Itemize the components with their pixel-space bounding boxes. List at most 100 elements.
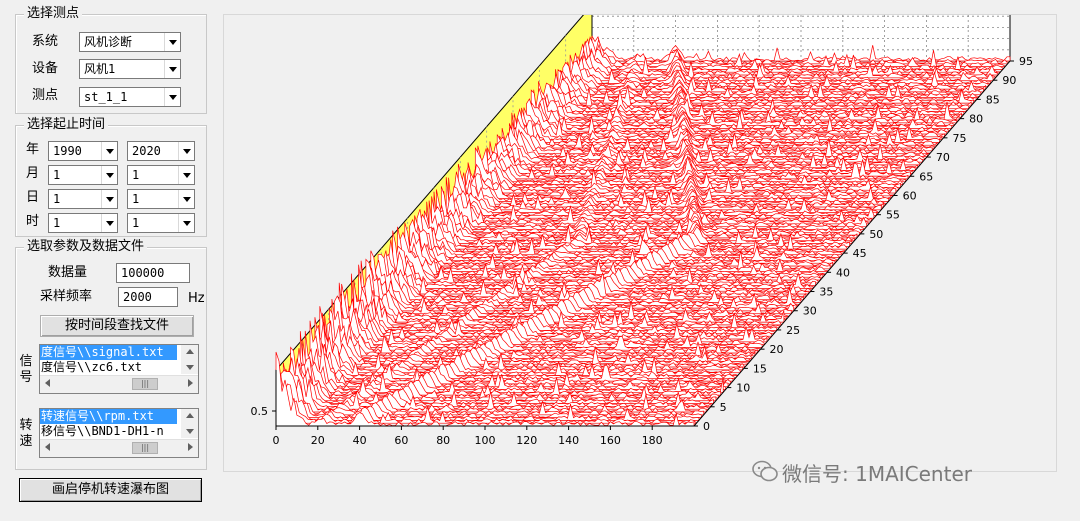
- speed-file-list[interactable]: 转速信号\\rpm.txt 移信号\\BND1-DH1-n |||: [39, 408, 199, 458]
- waterfall-trace: [423, 210, 843, 256]
- waterfall-trace: [358, 264, 777, 332]
- waterfall-trace: [474, 147, 894, 197]
- hour-from-combobox[interactable]: 1: [48, 213, 118, 233]
- year-label: 年: [26, 142, 40, 157]
- month-from-combobox[interactable]: 1: [48, 165, 118, 185]
- day-to-combobox[interactable]: 1: [127, 189, 195, 209]
- params-title: 选取参数及数据文件: [24, 239, 148, 255]
- vertical-scrollbar[interactable]: [181, 345, 198, 374]
- year-from-combobox[interactable]: 1990: [48, 141, 118, 161]
- horizontal-scrollbar[interactable]: |||: [40, 375, 198, 393]
- waterfall-trace: [487, 147, 906, 183]
- chevron-down-icon[interactable]: [101, 190, 117, 208]
- waterfall-trace: [368, 267, 787, 320]
- chevron-down-icon[interactable]: [164, 60, 180, 78]
- device-label: 设备: [32, 61, 59, 76]
- list-item[interactable]: 度信号\\zc6.txt: [41, 360, 143, 374]
- chevron-down-icon[interactable]: [178, 214, 194, 232]
- waterfall-trace: [453, 171, 872, 222]
- select-point-group: 选择测点 系统 风机诊断 设备 风机1 测点 st_1_1: [15, 6, 207, 114]
- scroll-up-icon[interactable]: [186, 413, 194, 418]
- scrollbar-thumb[interactable]: |||: [132, 378, 158, 390]
- params-group: 选取参数及数据文件 数据量 100000 采样频率 2000 Hz 按时间段查找…: [15, 239, 207, 470]
- waterfall-trace: [387, 239, 807, 298]
- y-tick-label: 35: [819, 286, 833, 299]
- waterfall-trace: [540, 92, 960, 121]
- waterfall-trace: [377, 253, 797, 309]
- waterfall-trace: [562, 61, 982, 96]
- watermark: 微信号: 1MAICenter: [752, 458, 972, 487]
- chevron-down-icon[interactable]: [101, 142, 117, 160]
- sample-rate-unit: Hz: [188, 291, 205, 306]
- scroll-down-icon[interactable]: [186, 429, 194, 434]
- sample-rate-input[interactable]: 2000: [118, 287, 178, 307]
- chevron-down-icon[interactable]: [178, 190, 194, 208]
- scroll-left-icon[interactable]: [45, 443, 50, 451]
- signal-label: 信号: [19, 354, 33, 385]
- chevron-down-icon[interactable]: [178, 166, 194, 184]
- waterfall-trace: [445, 177, 865, 230]
- scroll-left-icon[interactable]: [45, 379, 50, 387]
- list-item[interactable]: 移信号\\BND1-DH1-n: [41, 424, 164, 438]
- waterfall-plot-panel: 启停机转速瀑布图02040608010012014016018005101520…: [223, 14, 1057, 472]
- chevron-down-icon[interactable]: [178, 142, 194, 160]
- waterfall-trace: [382, 250, 802, 303]
- scroll-down-icon[interactable]: [186, 365, 194, 370]
- waterfall-trace: [385, 253, 804, 301]
- scroll-up-icon[interactable]: [186, 349, 194, 354]
- scrollbar-thumb[interactable]: |||: [132, 442, 158, 454]
- data-amount-label: 数据量: [48, 265, 88, 280]
- y-tick-label: 55: [886, 209, 900, 222]
- waterfall-trace: [275, 351, 695, 427]
- y-tick-label: 0: [703, 420, 710, 433]
- data-amount-input[interactable]: 100000: [116, 263, 190, 283]
- y-tick-label: 75: [952, 132, 966, 145]
- waterfall-trace: [547, 86, 967, 112]
- x-tick-label: 100: [475, 434, 496, 447]
- day-from-combobox[interactable]: 1: [48, 189, 118, 209]
- scroll-right-icon[interactable]: [188, 379, 193, 387]
- sample-rate-label: 采样频率: [40, 289, 93, 304]
- chevron-down-icon[interactable]: [164, 88, 180, 106]
- waterfall-trace: [533, 89, 953, 129]
- list-item[interactable]: 度信号\\signal.txt: [40, 345, 177, 360]
- device-combobox[interactable]: 风机1: [79, 59, 181, 79]
- scroll-right-icon[interactable]: [188, 443, 193, 451]
- y-tick-label: 20: [770, 343, 784, 356]
- list-item[interactable]: 转速信号\\rpm.txt: [40, 409, 177, 424]
- system-label: 系统: [32, 34, 59, 49]
- waterfall-trace: [304, 330, 724, 393]
- search-files-button[interactable]: 按时间段查找文件: [40, 315, 194, 337]
- system-combobox[interactable]: 风机诊断: [79, 32, 181, 52]
- back-wall: [591, 15, 1011, 62]
- x-tick-label: 40: [353, 434, 367, 447]
- point-combobox[interactable]: st_1_1: [79, 87, 181, 107]
- y-tick-label: 60: [903, 189, 917, 202]
- month-to-combobox[interactable]: 1: [127, 165, 195, 185]
- chevron-down-icon[interactable]: [101, 166, 117, 184]
- x-tick-label: 20: [311, 434, 325, 447]
- horizontal-scrollbar[interactable]: |||: [40, 439, 198, 457]
- vertical-scrollbar[interactable]: [181, 409, 198, 438]
- waterfall-trace: [290, 346, 709, 410]
- waterfall-trace: [462, 167, 882, 211]
- signal-file-list[interactable]: 度信号\\signal.txt 度信号\\zc6.txt |||: [39, 344, 199, 394]
- draw-waterfall-button[interactable]: 画启停机转速瀑布图: [19, 478, 202, 502]
- y-tick-label: 85: [986, 93, 1000, 106]
- waterfall-trace: [292, 348, 712, 407]
- y-tick-label: 5: [720, 401, 727, 414]
- x-tick-label: 160: [600, 434, 621, 447]
- waterfall-trace: [586, 36, 1006, 68]
- year-to-combobox[interactable]: 2020: [127, 141, 195, 161]
- waterfall-trace: [567, 60, 987, 90]
- waterfall-trace: [591, 35, 1011, 62]
- time-range-group: 选择起止时间 年 1990 2020 月 1 1 日 1 1 时 1 1: [15, 117, 207, 237]
- waterfall-trace: [584, 38, 1004, 71]
- y-tick-label: 45: [853, 247, 867, 260]
- chevron-down-icon[interactable]: [164, 33, 180, 51]
- waterfall-trace: [457, 163, 877, 216]
- waterfall-trace: [530, 89, 950, 132]
- hour-to-combobox[interactable]: 1: [127, 213, 195, 233]
- waterfall-trace: [470, 163, 889, 202]
- chevron-down-icon[interactable]: [101, 214, 117, 232]
